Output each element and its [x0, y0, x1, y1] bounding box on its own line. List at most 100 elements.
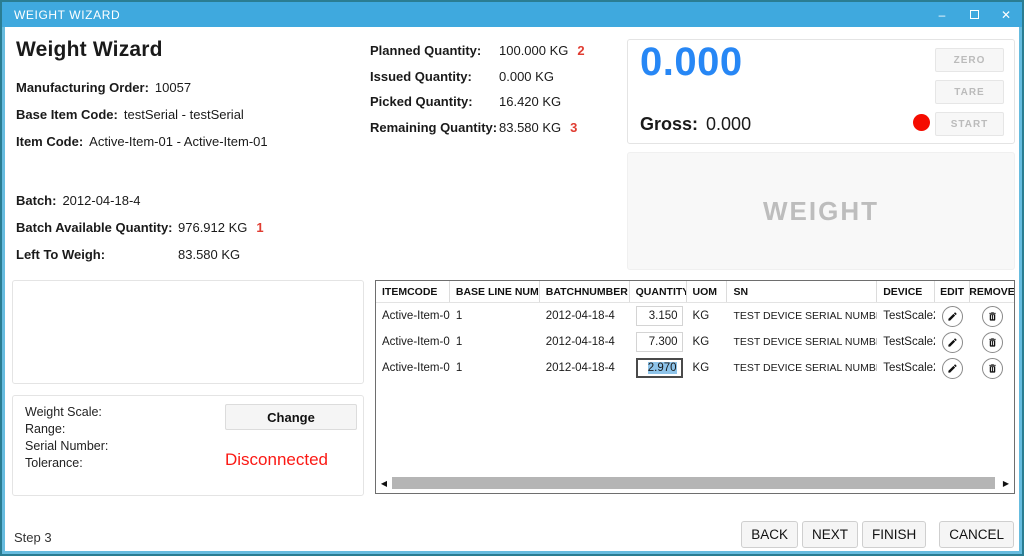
cell-sn: TEST DEVICE SERIAL NUMBER	[733, 336, 878, 348]
base-item-code-value: testSerial - testSerial	[123, 107, 244, 122]
cell-itemcode: Active-Item-01	[382, 336, 450, 348]
col-header-quantity[interactable]: QUANTITY	[630, 281, 687, 302]
maximize-icon[interactable]	[958, 2, 990, 27]
cell-device: TestScale2	[883, 336, 936, 348]
annotation-1: 1	[256, 220, 264, 235]
planned-quantity-value: 100.000 KG	[499, 43, 569, 58]
col-header-remove[interactable]: REMOVE	[970, 285, 1014, 298]
table-horizontal-scrollbar[interactable]: ◀ ▶	[377, 475, 1013, 491]
minimize-icon[interactable]: –	[926, 2, 958, 27]
trash-icon	[988, 311, 996, 321]
back-button[interactable]: BACK	[741, 521, 798, 548]
batch-value: 2012-04-18-4	[62, 193, 141, 208]
remaining-quantity-label: Remaining Quantity:	[370, 119, 498, 135]
col-header-uom[interactable]: UOM	[687, 281, 728, 302]
pencil-icon	[948, 363, 957, 373]
item-code-label: Item Code:	[16, 134, 84, 149]
table-header: ITEMCODE BASE LINE NUM BATCHNUMBER QUANT…	[376, 281, 1014, 303]
issued-quantity-row: Issued Quantity: 0.000 KG	[370, 64, 585, 90]
remove-button[interactable]	[981, 331, 1003, 353]
manufacturing-order-value: 10057	[154, 80, 192, 95]
connection-status-dot-icon	[913, 114, 930, 131]
planned-quantity-label: Planned Quantity:	[370, 43, 482, 58]
scroll-left-icon[interactable]: ◀	[377, 475, 391, 491]
cancel-button[interactable]: CANCEL	[939, 521, 1014, 548]
base-item-code-label: Base Item Code:	[16, 107, 118, 122]
picked-quantity-value: 16.420 KG	[499, 94, 562, 110]
trash-icon	[988, 337, 996, 347]
base-item-code-row: Base Item Code: testSerial - testSerial	[16, 101, 268, 128]
table-row: Active-Item-01 1 2012-04-18-4 2.970 KG T…	[376, 355, 1014, 381]
col-header-itemcode[interactable]: ITEMCODE	[376, 281, 450, 302]
weight-scale-label: Weight Scale:	[25, 405, 102, 419]
trash-icon	[988, 363, 996, 373]
batch-available-label: Batch Available Quantity:	[16, 220, 173, 235]
scale-readout-panel: 0.000 ZERO TARE START Gross: 0.000	[627, 39, 1015, 144]
col-header-device[interactable]: DEVICE	[877, 281, 936, 302]
maximize-box-icon	[969, 10, 979, 19]
start-button[interactable]: START	[935, 112, 1004, 136]
col-header-base-line-num[interactable]: BASE LINE NUM	[450, 281, 540, 302]
change-scale-button[interactable]: Change	[225, 404, 357, 430]
left-to-weigh-row: Left To Weigh: 83.580 KG	[16, 241, 264, 268]
cell-batchnumber: 2012-04-18-4	[545, 310, 615, 322]
close-icon[interactable]: ✕	[990, 2, 1022, 27]
edit-button[interactable]	[942, 331, 964, 353]
pencil-icon	[948, 337, 957, 347]
serial-number-label: Serial Number:	[25, 439, 109, 453]
page-title: Weight Wizard	[16, 38, 163, 61]
weight-placeholder-panel: WEIGHT	[627, 152, 1015, 270]
scrollbar-thumb[interactable]	[392, 477, 995, 489]
cell-device: TestScale2	[883, 310, 936, 322]
finish-button[interactable]: FINISH	[861, 521, 927, 548]
picked-quantity-row: Picked Quantity: 16.420 KG	[370, 89, 585, 115]
quantity-value: 7.300	[648, 336, 678, 348]
remove-button[interactable]	[981, 357, 1003, 379]
range-label: Range:	[25, 422, 66, 436]
batch-info-section: Batch: 2012-04-18-4 Batch Available Quant…	[16, 187, 264, 268]
scrollbar-track[interactable]	[391, 476, 999, 490]
quantity-input[interactable]: 3.150	[635, 306, 683, 326]
gross-label: Gross:	[640, 114, 699, 134]
tolerance-label: Tolerance:	[25, 456, 83, 470]
manufacturing-order-label: Manufacturing Order:	[16, 80, 149, 95]
left-to-weigh-label: Left To Weigh:	[16, 247, 106, 262]
scale-weight-display: 0.000	[640, 40, 743, 84]
gross-row: Gross: 0.000	[640, 114, 751, 135]
item-code-row: Item Code: Active-Item-01 - Active-Item-0…	[16, 128, 268, 155]
scroll-right-icon[interactable]: ▶	[999, 475, 1013, 491]
quantities-section: Planned Quantity: 100.000 KG 2 Issued Quan…	[370, 38, 585, 140]
next-button[interactable]: NEXT	[801, 521, 858, 548]
col-header-batchnumber[interactable]: BATCHNUMBER	[540, 281, 630, 302]
window-title: WEIGHT WIZARD	[14, 7, 121, 22]
batch-label: Batch:	[16, 193, 57, 208]
titlebar: WEIGHT WIZARD – ✕	[2, 2, 1022, 27]
cell-batchnumber: 2012-04-18-4	[545, 362, 615, 374]
col-header-edit[interactable]: EDIT	[935, 281, 971, 302]
remove-button[interactable]	[981, 305, 1003, 327]
quantity-input-focused[interactable]: 2.970	[635, 358, 683, 378]
tare-button[interactable]: TARE	[935, 80, 1004, 104]
planned-quantity-row: Planned Quantity: 100.000 KG 2	[370, 38, 585, 64]
weighings-table: ITEMCODE BASE LINE NUM BATCHNUMBER QUANT…	[375, 280, 1015, 494]
edit-button[interactable]	[942, 357, 964, 379]
zero-button[interactable]: ZERO	[935, 48, 1004, 72]
empty-list-box	[12, 280, 364, 384]
order-info-section: Weight Wizard Manufacturing Order: 10057 …	[16, 38, 268, 155]
manufacturing-order-row: Manufacturing Order: 10057	[16, 74, 268, 101]
quantity-input[interactable]: 7.300	[635, 332, 683, 352]
batch-available-value: 976.912 KG	[178, 220, 248, 235]
cell-uom: KG	[692, 310, 710, 322]
cell-base-line-num: 1	[455, 336, 463, 348]
quantity-value-selected: 2.970	[647, 362, 677, 374]
wizard-nav-buttons: BACK NEXT FINISH CANCEL	[737, 521, 1014, 548]
left-to-weigh-value: 83.580 KG	[178, 247, 241, 262]
step-indicator: Step 3	[14, 530, 52, 545]
issued-quantity-label: Issued Quantity:	[370, 68, 472, 84]
col-header-sn[interactable]: SN	[727, 281, 878, 302]
annotation-2: 2	[577, 43, 585, 58]
table-row: Active-Item-01 1 2012-04-18-4 7.300 KG T…	[376, 329, 1014, 355]
cell-sn: TEST DEVICE SERIAL NUMBER	[733, 362, 878, 374]
connection-status-text: Disconnected	[225, 450, 329, 469]
edit-button[interactable]	[942, 305, 964, 327]
